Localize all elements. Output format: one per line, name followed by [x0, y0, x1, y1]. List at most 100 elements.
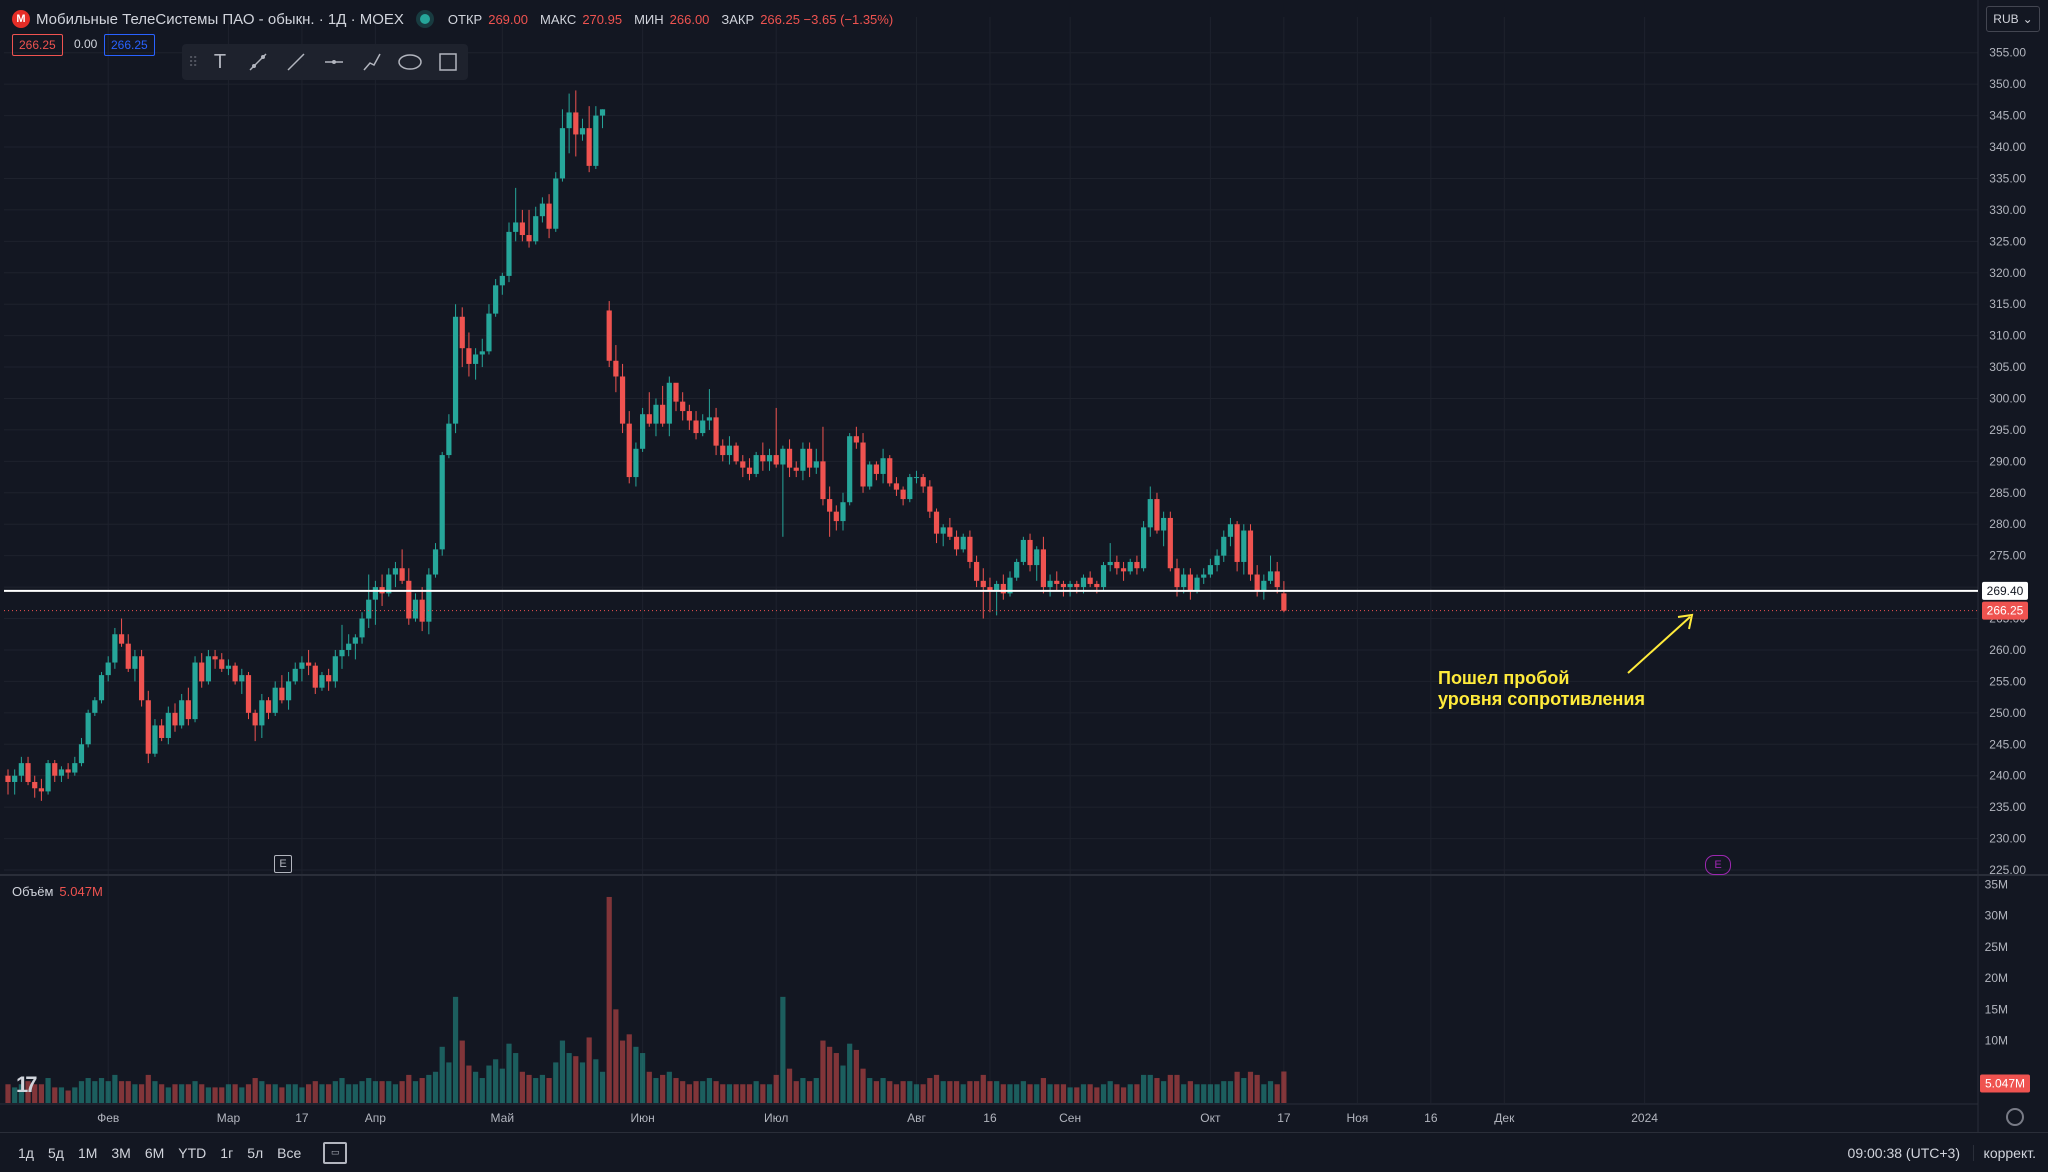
- bid-price-box[interactable]: 266.25: [12, 34, 63, 56]
- ray-tool-icon[interactable]: [280, 48, 312, 76]
- candle: [706, 389, 712, 430]
- currency-selector[interactable]: RUB ⌄: [1986, 6, 2040, 32]
- price-tick-label: 260.00: [1989, 643, 2026, 657]
- candle: [746, 458, 753, 481]
- candle: [239, 668, 245, 694]
- range-5y-button[interactable]: 5л: [247, 1144, 264, 1161]
- ask-price-box[interactable]: 266.25: [104, 34, 155, 56]
- volume-tick-label: 25M: [1985, 940, 2008, 954]
- horizontal-line-tool-icon[interactable]: [318, 48, 350, 76]
- volume-bar: [1087, 1084, 1093, 1103]
- candle-body: [833, 511, 839, 522]
- trend-line-tool-icon[interactable]: [242, 48, 274, 76]
- candle-body: [25, 763, 31, 782]
- candle-body: [840, 502, 846, 522]
- candle: [807, 442, 813, 478]
- candle: [880, 448, 886, 484]
- chart-annotation[interactable]: Пошел пробой уровня сопротивления: [1438, 668, 1645, 710]
- volume-bar: [539, 1074, 545, 1103]
- candle-body: [279, 687, 285, 701]
- volume-label: Объём: [12, 884, 54, 899]
- candle: [633, 442, 639, 487]
- volume-bar: [566, 1053, 572, 1103]
- candles: [5, 90, 1287, 801]
- price-tick-label: 315.00: [1989, 297, 2026, 311]
- candle-body: [533, 216, 539, 242]
- time-tick-label: 16: [1424, 1111, 1438, 1125]
- volume-bar: [25, 1081, 31, 1103]
- price-tick-label: 310.00: [1989, 329, 2026, 343]
- volume-bar: [32, 1084, 38, 1103]
- candle: [32, 775, 38, 798]
- candle: [813, 448, 819, 474]
- candle-body: [45, 763, 51, 792]
- price-tick-label: 340.00: [1989, 140, 2026, 154]
- volume-bar: [733, 1084, 739, 1103]
- candle: [1201, 568, 1207, 584]
- candle: [974, 555, 980, 588]
- path-tool-icon[interactable]: [356, 48, 388, 76]
- drag-handle-icon[interactable]: ⠿: [188, 53, 198, 70]
- date-range-calendar-icon[interactable]: ▭: [323, 1141, 348, 1164]
- candle-body: [312, 665, 318, 688]
- volume-bar: [412, 1081, 419, 1103]
- volume-bar: [85, 1078, 91, 1103]
- volume-bar: [586, 1037, 592, 1103]
- range-ytd-button[interactable]: YTD: [178, 1144, 207, 1161]
- candle: [312, 662, 318, 694]
- volume-bar: [706, 1078, 712, 1103]
- range-1d-button[interactable]: 1д: [18, 1144, 34, 1161]
- candle: [700, 414, 706, 437]
- volume-bar: [386, 1081, 392, 1103]
- candle: [847, 433, 853, 506]
- settings-gear-icon[interactable]: [2006, 1108, 2024, 1126]
- price-tick-label: 295.00: [1989, 423, 2026, 437]
- candle-body: [867, 464, 873, 487]
- volume-bar: [820, 1040, 826, 1103]
- adjustment-toggle[interactable]: коррект.: [1972, 1144, 2036, 1161]
- candle: [159, 719, 165, 742]
- candle: [1120, 561, 1127, 581]
- candle-body: [319, 675, 325, 688]
- volume-bar: [18, 1084, 24, 1103]
- candle-body: [1067, 583, 1073, 588]
- candle: [125, 634, 131, 672]
- volume-bar: [58, 1087, 65, 1103]
- candle: [78, 737, 85, 767]
- earnings-marker-icon[interactable]: E: [274, 855, 292, 873]
- candle-body: [52, 763, 58, 776]
- candle: [1281, 581, 1287, 613]
- range-all-button[interactable]: Все: [277, 1144, 302, 1161]
- arrow-head: [1677, 613, 1694, 630]
- candle-body: [1154, 499, 1160, 531]
- volume-bar: [112, 1074, 118, 1103]
- timezone-clock[interactable]: 09:00:38 (UTC+3): [1847, 1144, 1960, 1161]
- range-3m-button[interactable]: 3М: [111, 1144, 131, 1161]
- candle-body: [205, 656, 211, 682]
- volume-bar: [1174, 1074, 1180, 1103]
- candle-body: [673, 382, 679, 402]
- range-1y-button[interactable]: 1г: [220, 1144, 234, 1161]
- volume-bar: [312, 1081, 318, 1103]
- rectangle-tool-icon[interactable]: [432, 48, 464, 76]
- text-tool-icon[interactable]: T: [213, 50, 227, 73]
- candle-body: [412, 599, 419, 619]
- volume-bar: [700, 1081, 706, 1103]
- volume-bar: [773, 1074, 779, 1103]
- range-1m-button[interactable]: 1М: [77, 1144, 98, 1161]
- symbol-title[interactable]: Мобильные ТелеСистемы ПАО - обыкн. · 1Д …: [36, 10, 404, 28]
- candle-body: [1054, 580, 1060, 584]
- candle: [660, 385, 666, 427]
- upcoming-earnings-marker-icon[interactable]: E: [1705, 855, 1731, 875]
- tradingview-logo-icon[interactable]: 17: [16, 1072, 38, 1097]
- candle: [740, 455, 746, 478]
- ellipse-tool-icon[interactable]: [394, 48, 426, 76]
- candle-body: [706, 417, 712, 421]
- range-5d-button[interactable]: 5д: [47, 1144, 64, 1161]
- volume-tick-label: 30M: [1985, 909, 2008, 923]
- range-6m-button[interactable]: 6М: [144, 1144, 165, 1161]
- candle: [466, 332, 472, 377]
- market-status-icon[interactable]: [419, 14, 430, 24]
- volume-bar: [332, 1081, 338, 1103]
